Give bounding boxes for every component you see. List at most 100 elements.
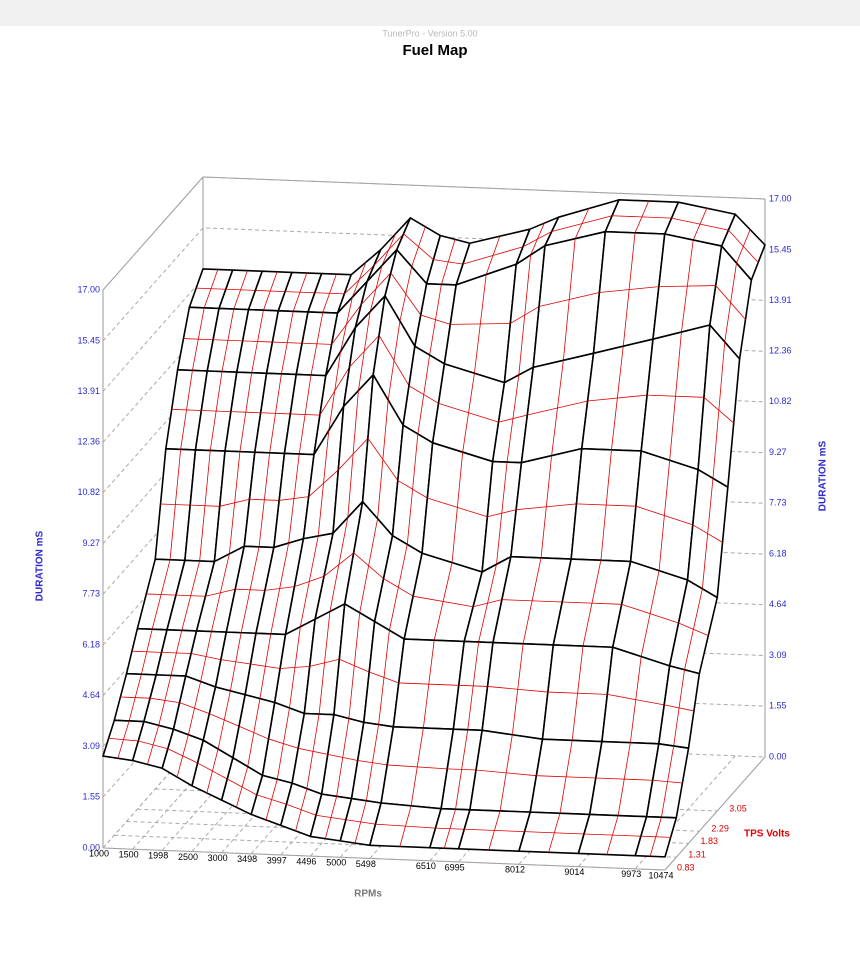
z-tick-label: 6.18 (82, 640, 100, 650)
interp-line (422, 640, 435, 729)
interp-line (634, 200, 650, 234)
interp-line (559, 740, 573, 814)
interp-line (410, 727, 424, 806)
interp-line (658, 460, 671, 571)
interp-line (417, 355, 431, 435)
z-tick-label-right: 9.27 (769, 447, 787, 457)
z-tick-label-right: 3.09 (769, 650, 787, 660)
interp-line (347, 390, 359, 518)
interp-line (399, 266, 413, 322)
z-tick-label-right: 12.36 (769, 346, 792, 356)
interp-line (600, 449, 612, 561)
z-tick-label: 4.64 (82, 690, 100, 700)
interp-line (269, 373, 282, 453)
interp-line (354, 800, 367, 844)
interp-line (221, 308, 235, 372)
interp-line (377, 400, 389, 519)
z-tick-label-right: 0.00 (769, 751, 787, 761)
interp-line (399, 805, 412, 847)
interp-line (617, 742, 631, 816)
interp-line (340, 297, 353, 352)
y-tick-label: 1.31 (688, 850, 706, 860)
interp-line (359, 518, 378, 613)
interp-line (681, 239, 694, 333)
z-tick-label: 12.36 (77, 437, 100, 447)
interp-line (640, 570, 660, 657)
x-tick-label: 1998 (148, 851, 168, 861)
interp-line (259, 633, 272, 699)
y-tick-label: 2.29 (711, 824, 729, 834)
z-tick-label-right: 15.45 (769, 244, 792, 254)
interp-line (548, 813, 561, 853)
interp-line (530, 223, 545, 256)
interp-line (369, 265, 383, 312)
interp-line (200, 631, 212, 682)
interp-line (199, 450, 211, 561)
interp-line (292, 272, 308, 312)
interp-line (310, 312, 324, 376)
z-tick-label: 15.45 (77, 335, 100, 345)
z-tick-label-right: 13.91 (769, 295, 792, 305)
interp-line (187, 681, 202, 735)
z-axis-label: DURATION mS (35, 530, 46, 601)
floor-edge (664, 756, 766, 871)
interp-line (258, 452, 271, 547)
interp-line (582, 560, 602, 647)
interp-line (724, 263, 737, 343)
y-tick-label: 3.05 (729, 803, 747, 813)
x-tick-label: 5000 (326, 858, 346, 868)
interp-line (289, 626, 301, 709)
interp-line (574, 208, 590, 239)
interp-line (488, 810, 501, 851)
interp-line (622, 232, 636, 347)
interp-line (499, 734, 513, 812)
interp-line (348, 612, 361, 719)
z-tick-label: 17.00 (77, 284, 100, 294)
x-tick-label: 3997 (267, 855, 287, 865)
z-axis-label-right: DURATION mS (818, 440, 829, 511)
interp-line (158, 675, 172, 726)
interp-line (147, 725, 160, 765)
interp-line (140, 629, 153, 675)
y-tick-label: 0.83 (677, 862, 695, 872)
z-tick-label-right: 6.18 (769, 549, 787, 559)
z-tick-label-right: 7.73 (769, 498, 787, 508)
interp-line (176, 734, 189, 778)
z-tick-label: 1.55 (82, 791, 100, 801)
interp-line (506, 374, 520, 463)
interp-line (170, 630, 183, 676)
interp-line (306, 714, 320, 789)
interp-line (251, 310, 264, 373)
interp-line (406, 433, 419, 545)
interp-line (322, 273, 337, 313)
interp-line (485, 236, 501, 275)
interp-line (429, 284, 442, 356)
interp-line (387, 321, 401, 401)
x-tick-label: 1500 (119, 850, 139, 860)
z-tick-label: 10.82 (77, 487, 100, 497)
interp-line (299, 535, 319, 627)
z-tick-label-right: 1.55 (769, 700, 787, 710)
interp-line (358, 311, 371, 391)
z-tick-label: 13.91 (77, 386, 100, 396)
interp-line (511, 643, 524, 735)
interp-line (611, 346, 624, 450)
interp-line (318, 611, 331, 715)
interp-line (365, 724, 379, 801)
interp-line (673, 669, 685, 747)
interp-line (281, 311, 294, 374)
z-tick-label-right: 17.00 (769, 193, 792, 203)
x-tick-label: 10474 (648, 870, 673, 880)
x-tick-label: 9973 (621, 869, 641, 879)
x-tick-label: 5498 (356, 859, 376, 869)
y-axis-label: TPS Volts (744, 829, 790, 840)
y-tick-label: 1.83 (701, 836, 719, 846)
interp-line (336, 718, 350, 797)
chart-title: Fuel Map (402, 42, 467, 59)
interp-line (684, 588, 703, 670)
interp-line (298, 374, 312, 455)
interp-line (192, 307, 205, 371)
interp-line (351, 262, 367, 298)
interp-line (443, 809, 456, 849)
interp-line (462, 373, 475, 453)
